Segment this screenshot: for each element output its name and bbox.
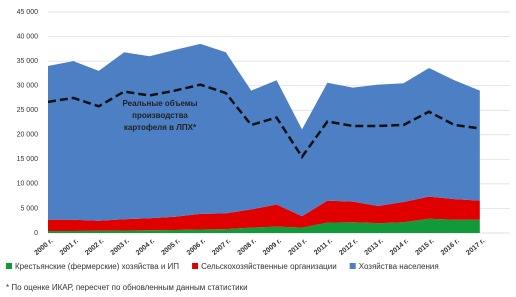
annotation: картофеля в ЛПХ* (124, 123, 197, 132)
x-tick-label: 2004 г. (135, 238, 156, 257)
x-tick-label: 2009 г. (262, 238, 283, 257)
legend-label: Сельскохозяйственные организации (201, 262, 337, 271)
legend-label: Крестьянские (фермерские) хозяйства и ИП (15, 262, 179, 271)
area (48, 43, 480, 221)
x-tick-label: 2006 г. (186, 238, 207, 257)
y-tick-label: 40 000 (17, 33, 39, 40)
x-tick-label: 2008 г. (237, 238, 258, 257)
x-tick-label: 2005 г. (160, 238, 181, 257)
footnote: * По оценке ИКАР, пересчет по обновленны… (6, 283, 248, 292)
x-tick-label: 2011 г. (313, 238, 334, 257)
legend-swatch (6, 263, 12, 269)
area (48, 218, 480, 233)
x-tick-label: 2002 г. (84, 238, 105, 257)
x-tick-label: 2013 г. (364, 238, 385, 257)
x-tick-label: 2003 г. (110, 238, 131, 257)
x-tick-label: 2014 г. (389, 238, 410, 257)
area (48, 196, 480, 232)
x-tick-label: 2010 г. (287, 238, 308, 257)
annotation: производства (132, 111, 188, 120)
y-tick-label: 0 (34, 230, 38, 237)
y-tick-label: 30 000 (17, 83, 39, 90)
legend-swatch (349, 263, 356, 269)
x-tick-label: 2016 г. (440, 238, 461, 257)
legend-swatch (192, 263, 199, 269)
legend-label: Хозяйства населения (359, 262, 439, 271)
x-tick-label: 2007 г. (211, 238, 232, 257)
x-tick-label: 2012 г. (338, 238, 359, 257)
x-tick-label: 2017 г. (465, 238, 486, 257)
dashed-line (47, 83, 480, 160)
y-tick-label: 10 000 (17, 181, 39, 188)
plot: 0 5 000 10 000 15 000 20 000 25 000 30 000 35 0… (6, 9, 510, 271)
x-tick-label: 2001 г. (59, 238, 80, 257)
y-tick-label: 35 000 (17, 58, 39, 65)
y-tick-label: 20 000 (17, 132, 39, 139)
y-tick-label: 5 000 (20, 205, 38, 212)
y-tick-label: 25 000 (17, 107, 39, 114)
annotation: Реальные объемы (122, 99, 197, 108)
x-tick-label: 2000 г. (33, 238, 54, 257)
y-tick-label: 15 000 (17, 156, 39, 163)
x-tick-label: 2015 г. (414, 238, 435, 257)
y-tick-label: 45 000 (17, 9, 39, 16)
